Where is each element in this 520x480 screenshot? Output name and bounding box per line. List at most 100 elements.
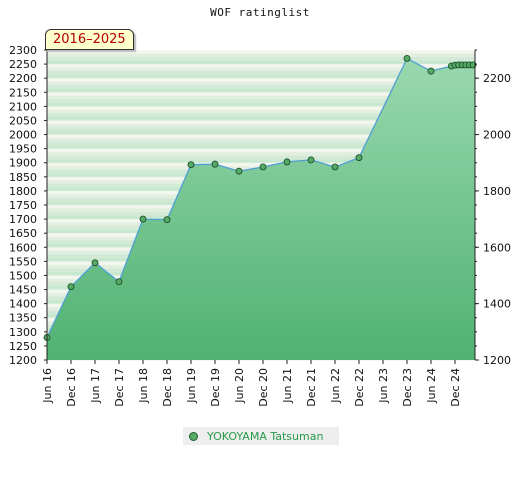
data-point — [259, 163, 267, 171]
y-right-tick-label: 1800 — [483, 185, 511, 198]
background-band — [47, 99, 475, 104]
data-point — [67, 283, 75, 291]
y-tick-label: 1500 — [9, 269, 37, 282]
background-band — [47, 145, 475, 149]
x-tick-label: Jun 22 — [329, 368, 342, 404]
background-band — [47, 81, 475, 86]
y-tick-label: 2150 — [9, 86, 37, 99]
background-band — [47, 85, 475, 90]
background-band — [47, 57, 475, 61]
y-tick-label: 1400 — [9, 298, 37, 311]
y-right-tick-label: 2000 — [483, 129, 511, 142]
x-tick-label: Dec 23 — [401, 368, 414, 407]
background-band — [47, 159, 475, 164]
background-band — [47, 134, 475, 139]
background-band — [47, 95, 475, 100]
data-point — [91, 259, 99, 267]
background-band — [47, 50, 475, 54]
y-tick-label: 1650 — [9, 227, 37, 240]
y-tick-label: 2200 — [9, 72, 37, 85]
y-right-tick-label: 2200 — [483, 72, 511, 85]
y-tick-label: 1800 — [9, 185, 37, 198]
background-band — [47, 106, 475, 111]
y-tick-label: 1350 — [9, 312, 37, 325]
legend-label: YOKOYAMA Tatsuman — [207, 429, 324, 443]
x-tick-label: Jun 18 — [137, 368, 150, 404]
data-point — [355, 154, 363, 162]
x-tick-label: Jun 23 — [377, 368, 390, 404]
chart-title: WOF ratinglist — [210, 6, 310, 19]
background-band — [47, 64, 475, 68]
background-band — [47, 152, 475, 156]
background-band — [47, 113, 475, 118]
y-tick-label: 1900 — [9, 157, 37, 170]
x-tick-label: Jun 20 — [233, 368, 246, 404]
background-band — [47, 148, 475, 153]
x-axis: Jun 16 Dec 16 Jun 17 Dec 17 Jun 18 Dec 18 Jun … — [41, 360, 462, 407]
background-band — [47, 138, 475, 142]
x-tick-label: Jun 21 — [281, 368, 294, 404]
background-band — [47, 71, 475, 75]
data-point — [427, 67, 435, 75]
series-area — [47, 58, 475, 360]
background-band — [47, 155, 475, 160]
data-point — [163, 216, 171, 224]
x-tick-label: Dec 24 — [449, 368, 462, 407]
background-band — [47, 123, 475, 128]
background-band — [47, 109, 475, 114]
y-tick-label: 1450 — [9, 284, 37, 297]
y-tick-label: 1850 — [9, 171, 37, 184]
background-band — [47, 92, 475, 97]
y-tick-label: 2000 — [9, 129, 37, 142]
background-band — [47, 88, 475, 93]
legend: YOKOYAMA Tatsuman — [183, 427, 339, 445]
data-point — [403, 55, 411, 62]
y-tick-label: 1550 — [9, 255, 37, 268]
y-tick-label: 1950 — [9, 143, 37, 156]
data-point — [139, 215, 147, 223]
x-tick-label: Dec 19 — [209, 368, 222, 407]
series-fill — [47, 58, 475, 360]
data-point — [283, 158, 291, 166]
legend-marker-icon — [189, 431, 198, 441]
data-point — [115, 278, 123, 286]
y-tick-label: 1300 — [9, 326, 37, 339]
x-tick-label: Dec 21 — [305, 368, 318, 407]
data-point — [331, 163, 339, 171]
period-badge: 2016–2025 — [45, 29, 134, 50]
background-band — [47, 120, 475, 125]
y-tick-label: 1700 — [9, 213, 37, 226]
background-band — [47, 116, 475, 121]
data-point — [307, 156, 315, 164]
x-tick-label: Dec 16 — [65, 368, 78, 407]
background-band — [47, 78, 475, 83]
x-tick-label: Jun 17 — [89, 368, 102, 404]
y-right-tick-label: 1400 — [483, 298, 511, 311]
x-tick-label: Dec 22 — [353, 368, 366, 407]
background-band — [47, 53, 475, 58]
y-right-tick-label: 1600 — [483, 241, 511, 254]
y-right-tick-label: 1200 — [483, 354, 511, 367]
y-tick-label: 1200 — [9, 354, 37, 367]
y-tick-label: 1250 — [9, 340, 37, 353]
background-band — [47, 67, 475, 72]
x-tick-label: Jun 19 — [185, 368, 198, 404]
x-tick-label: Jun 24 — [425, 368, 438, 404]
y-tick-label: 1750 — [9, 199, 37, 212]
data-point — [211, 160, 219, 168]
y-tick-label: 2100 — [9, 100, 37, 113]
y-tick-label: 1600 — [9, 241, 37, 254]
series-markers — [43, 55, 477, 341]
x-tick-label: Dec 18 — [161, 368, 174, 407]
background-band — [47, 127, 475, 132]
y-tick-label: 2250 — [9, 58, 37, 71]
y-axis-right: 2200 2000 1800 1600 1400 1200 — [475, 49, 511, 367]
background-band — [47, 74, 475, 79]
x-tick-label: Jun 16 — [41, 368, 54, 404]
data-point — [235, 167, 243, 175]
data-point — [187, 161, 195, 169]
background-band — [47, 131, 475, 135]
x-tick-label: Dec 17 — [113, 368, 126, 407]
